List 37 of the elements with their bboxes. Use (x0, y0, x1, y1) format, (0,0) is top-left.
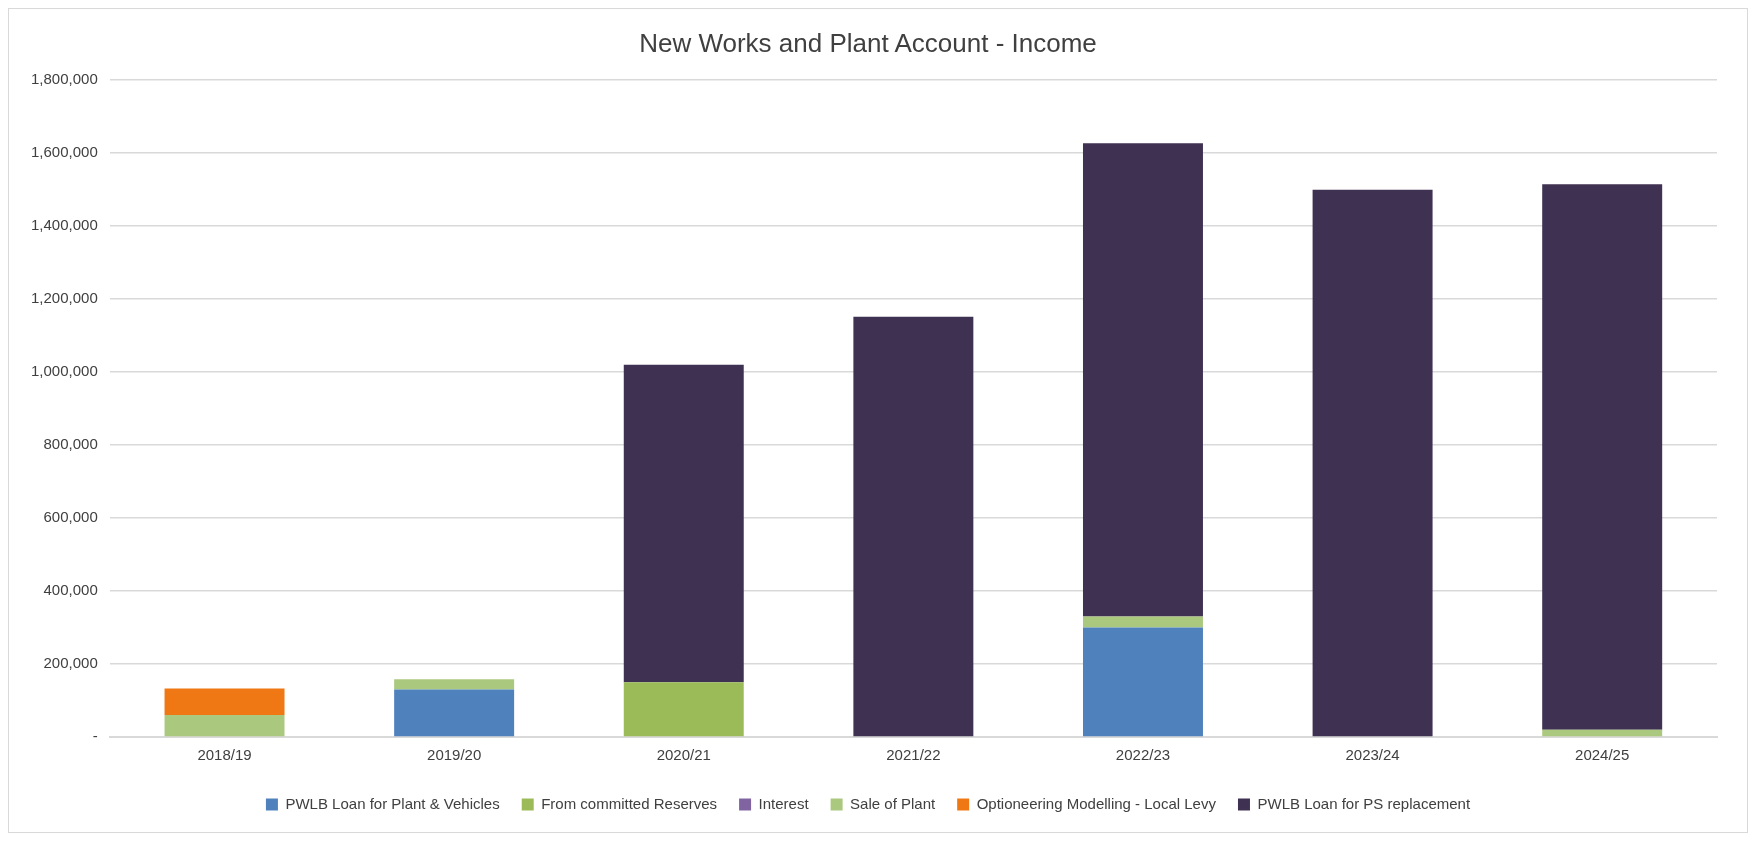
x-tick-label: 2020/21 (656, 746, 711, 764)
y-tick-label: 1,400,000 (31, 216, 98, 234)
x-tick-label: 2021/22 (886, 746, 941, 764)
bar (394, 679, 515, 690)
x-tick-label: 2024/25 (1575, 746, 1630, 764)
bar (1312, 189, 1433, 737)
legend-label: From committed Reserves (541, 794, 718, 812)
legend-label: Sale of Plant (850, 794, 936, 812)
bar (1542, 184, 1663, 730)
x-tick-label: 2018/19 (197, 746, 252, 764)
x-tick-label: 2023/24 (1345, 746, 1400, 764)
legend-label: PWLB Loan for PS replacement (1257, 794, 1471, 812)
y-tick-label: 600,000 (43, 508, 98, 526)
legend-label: PWLB Loan for Plant & Vehicles (285, 794, 500, 812)
y-tick-label: 1,200,000 (31, 289, 98, 307)
x-tick-label: 2019/20 (427, 746, 482, 764)
x-tick-label: 2022/23 (1115, 746, 1171, 764)
y-tick-label: 1,800,000 (31, 70, 98, 88)
y-tick-label: 1,000,000 (31, 362, 98, 380)
y-tick-label: 800,000 (43, 435, 98, 453)
bar (1082, 627, 1203, 737)
bar (164, 715, 285, 737)
y-tick-label: - (92, 727, 98, 745)
y-tick-label: 200,000 (43, 654, 98, 672)
bar (1542, 729, 1663, 737)
chart-title: New Works and Plant Account - Income (639, 27, 1097, 58)
bar (394, 689, 515, 737)
y-tick-label: 400,000 (43, 581, 98, 599)
y-tick-label: 1,600,000 (31, 143, 98, 161)
bar (623, 364, 744, 683)
bar (623, 682, 744, 737)
bar (1082, 616, 1203, 628)
bar (1082, 143, 1203, 617)
bar (853, 316, 974, 737)
legend-label: Interest (758, 794, 810, 812)
legend-label: Optioneering Modelling - Local Levy (976, 794, 1217, 812)
bar (164, 688, 285, 716)
